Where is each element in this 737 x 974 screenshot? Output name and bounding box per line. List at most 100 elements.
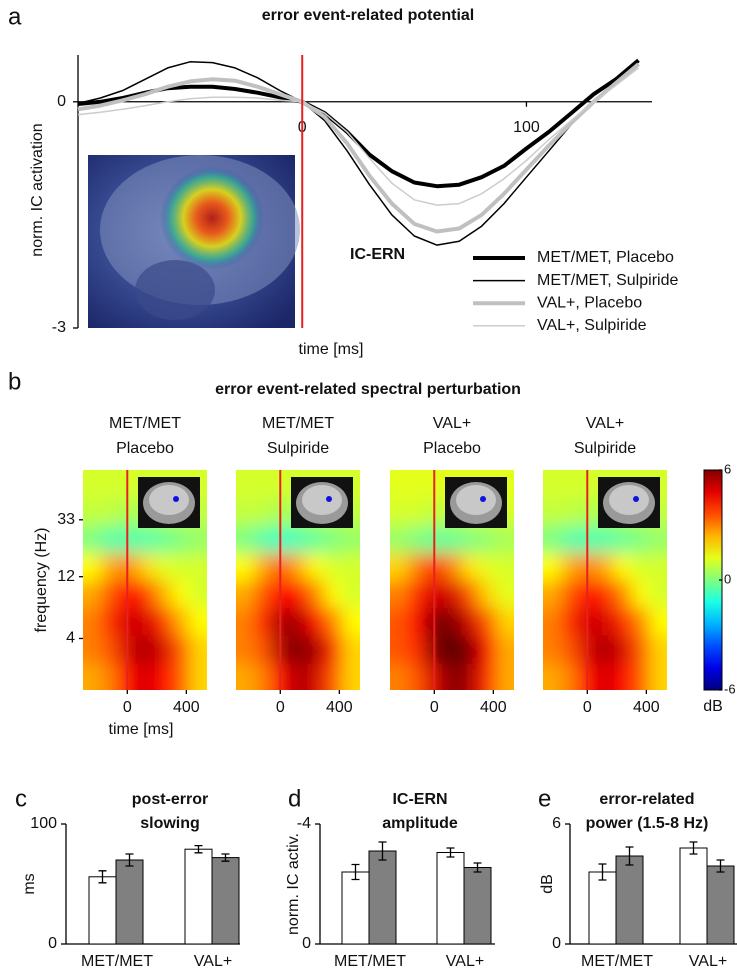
heatmap-cell [324, 552, 344, 581]
error-bar [378, 841, 387, 861]
x-tick-label: MET/MET [581, 953, 653, 970]
heatmap-cell [171, 579, 191, 608]
heatmap-cell [342, 634, 360, 664]
heatmap-cell [596, 579, 615, 608]
heatmap-cell [253, 579, 273, 608]
heatmap-cell [496, 662, 514, 690]
heatmap-cell [560, 525, 580, 554]
y-tick-label: 0 [57, 93, 66, 110]
heatmap-cell [289, 634, 308, 664]
heatmap-cell [460, 662, 480, 690]
error-bar [625, 846, 634, 866]
heatmap-cell [100, 662, 120, 690]
heatmap-cell [83, 552, 102, 581]
map-header: MET/MET [109, 415, 181, 432]
heatmap-cell [460, 552, 480, 581]
error-bar [689, 841, 698, 855]
heatmap-cell [289, 662, 308, 690]
heatmap-cell [171, 552, 191, 581]
heatmap-cell [560, 662, 580, 690]
heatmap-cell [236, 525, 255, 554]
heatmap-cell [478, 606, 498, 636]
heatmap-cell [407, 525, 427, 554]
x-tick-label: 0 [123, 699, 132, 716]
heatmap-cell [324, 634, 344, 664]
heatmap-cell [390, 470, 409, 499]
heatmap-cell [631, 606, 651, 636]
heatmap-cell [460, 579, 480, 608]
heatmap-cell [596, 634, 615, 664]
heatmap-cell [390, 634, 409, 664]
heatmap-cell [496, 606, 514, 636]
x-axis-label: time [ms] [109, 721, 174, 738]
heatmap-cell [236, 606, 255, 636]
heatmap-cell [560, 606, 580, 636]
heatmap-cell [189, 552, 207, 581]
heatmap-cell [478, 525, 498, 554]
heatmap-cell [253, 552, 273, 581]
error-bar [98, 870, 107, 884]
heatmap-cell [253, 606, 273, 636]
heatmap-cell [560, 634, 580, 664]
x-tick-label: 0 [583, 699, 592, 716]
legend-label: VAL+, Placebo [537, 294, 642, 311]
heatmap-cell [478, 552, 498, 581]
bar [615, 855, 644, 945]
map-header: Placebo [423, 440, 481, 457]
x-tick-label: 0 [276, 699, 285, 716]
heatmap-cell [100, 470, 120, 499]
x-tick-label: MET/MET [81, 953, 153, 970]
heatmap-cell [478, 634, 498, 664]
heatmap-cell [443, 552, 462, 581]
chart-title: slowing [140, 815, 200, 832]
inset-brain [456, 485, 496, 515]
heatmap-cell [478, 579, 498, 608]
heatmap-cell [342, 606, 360, 636]
inset-brain [609, 485, 649, 515]
heatmap-cell [407, 634, 427, 664]
heatmap-cell [171, 525, 191, 554]
heatmap-cell [236, 470, 255, 499]
map-header: Sulpiride [574, 440, 636, 457]
error-bar [473, 862, 482, 873]
y-tick-label: 12 [57, 568, 75, 585]
heatmap-cell [83, 497, 102, 527]
panel-letter: b [8, 368, 21, 395]
heatmap-cell [407, 606, 427, 636]
chart-title: IC-ERN [392, 791, 447, 808]
heatmap-cell [171, 662, 191, 690]
bar [436, 852, 465, 945]
heatmap-cell [100, 497, 120, 527]
heatmap-cell [631, 662, 651, 690]
heatmap-cell [306, 525, 326, 554]
chart-title: amplitude [382, 815, 458, 832]
brain-inset [598, 477, 660, 528]
heatmap-cell [306, 606, 326, 636]
heatmap-cell [560, 552, 580, 581]
heatmap-cell [153, 579, 173, 608]
heatmap-cell [100, 525, 120, 554]
x-tick-label: VAL+ [689, 953, 727, 970]
y-tick-label: 0 [48, 935, 57, 952]
heatmap-cell [460, 525, 480, 554]
heatmap-cell [324, 579, 344, 608]
heatmap-cell [83, 606, 102, 636]
map-header: VAL+ [586, 415, 624, 432]
error-bar [194, 844, 203, 854]
heatmap-cell [543, 552, 562, 581]
heatmap-cell [460, 606, 480, 636]
heatmap-cell [596, 525, 615, 554]
heatmap-cell [390, 606, 409, 636]
x-tick-label: VAL+ [194, 953, 232, 970]
colorbar-tick-label: 6 [724, 461, 731, 476]
heatmap-cell [83, 470, 102, 499]
y-tick-label: -3 [52, 319, 66, 336]
x-tick-label: 400 [633, 699, 660, 716]
bar [88, 876, 117, 945]
heatmap-cell [613, 634, 633, 664]
heatmap-cell [596, 662, 615, 690]
heatmap-cell [136, 579, 155, 608]
brain-inset [445, 477, 507, 528]
y-axis-label: frequency (Hz) [33, 528, 50, 633]
inset-brain [302, 485, 342, 515]
